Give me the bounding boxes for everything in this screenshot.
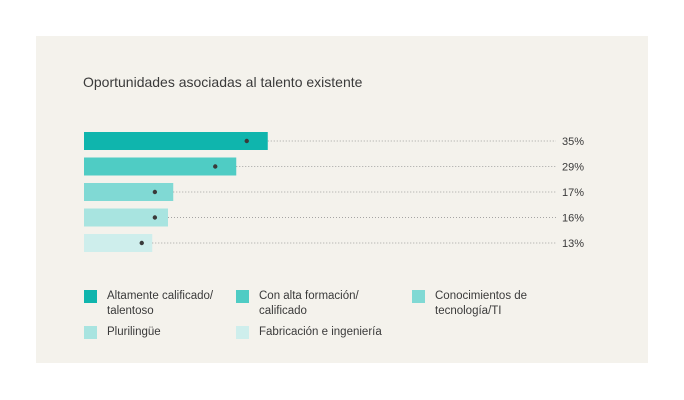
legend-label-0: Altamente calificado/ talentoso <box>107 290 214 317</box>
legend-label-3: Plurilingüe <box>107 326 161 338</box>
bar-marker-4 <box>139 240 144 246</box>
bar-chart-plot: 35% 29% 17% 16% 13% <box>84 132 584 252</box>
legend-label-4: Fabricación e ingeniería <box>259 326 382 338</box>
value-label-0: 35% <box>562 136 584 148</box>
bar-marker-2 <box>152 189 158 195</box>
value-label-3: 16% <box>562 213 584 225</box>
legend-swatch-3 <box>84 326 97 339</box>
bar-marker-0 <box>244 138 249 144</box>
bar-3 <box>84 208 168 227</box>
legend-label-2: Conocimientos de tecnología/TI <box>435 290 528 317</box>
legend-swatch-2 <box>412 290 425 303</box>
bar-marker-3 <box>152 215 158 220</box>
bar-1 <box>84 157 237 176</box>
legend-item-1: Con alta formación/ calificado <box>236 289 386 319</box>
legend-item-0: Altamente calificado/ talentoso <box>84 289 234 319</box>
value-label-2: 17% <box>562 187 584 199</box>
legend-swatch-1 <box>236 290 249 303</box>
legend-label-1: Con alta formación/ calificado <box>259 290 359 317</box>
chart-title: Oportunidades asociadas al talento exist… <box>83 74 363 90</box>
bar-2 <box>84 183 174 201</box>
value-label-4: 13% <box>562 238 584 250</box>
legend-item-4: Fabricación e ingeniería <box>236 325 426 340</box>
legend-item-3: Plurilingüe <box>84 325 234 340</box>
bar-marker-1 <box>213 164 218 169</box>
legend-item-2: Conocimientos de tecnología/TI <box>412 289 552 319</box>
legend-swatch-4 <box>236 326 249 339</box>
bar-4 <box>84 234 153 252</box>
bar-0 <box>84 132 268 150</box>
chart-card: Oportunidades asociadas al talento exist… <box>36 36 648 363</box>
legend-swatch-0 <box>84 290 97 303</box>
value-label-1: 29% <box>562 162 584 174</box>
